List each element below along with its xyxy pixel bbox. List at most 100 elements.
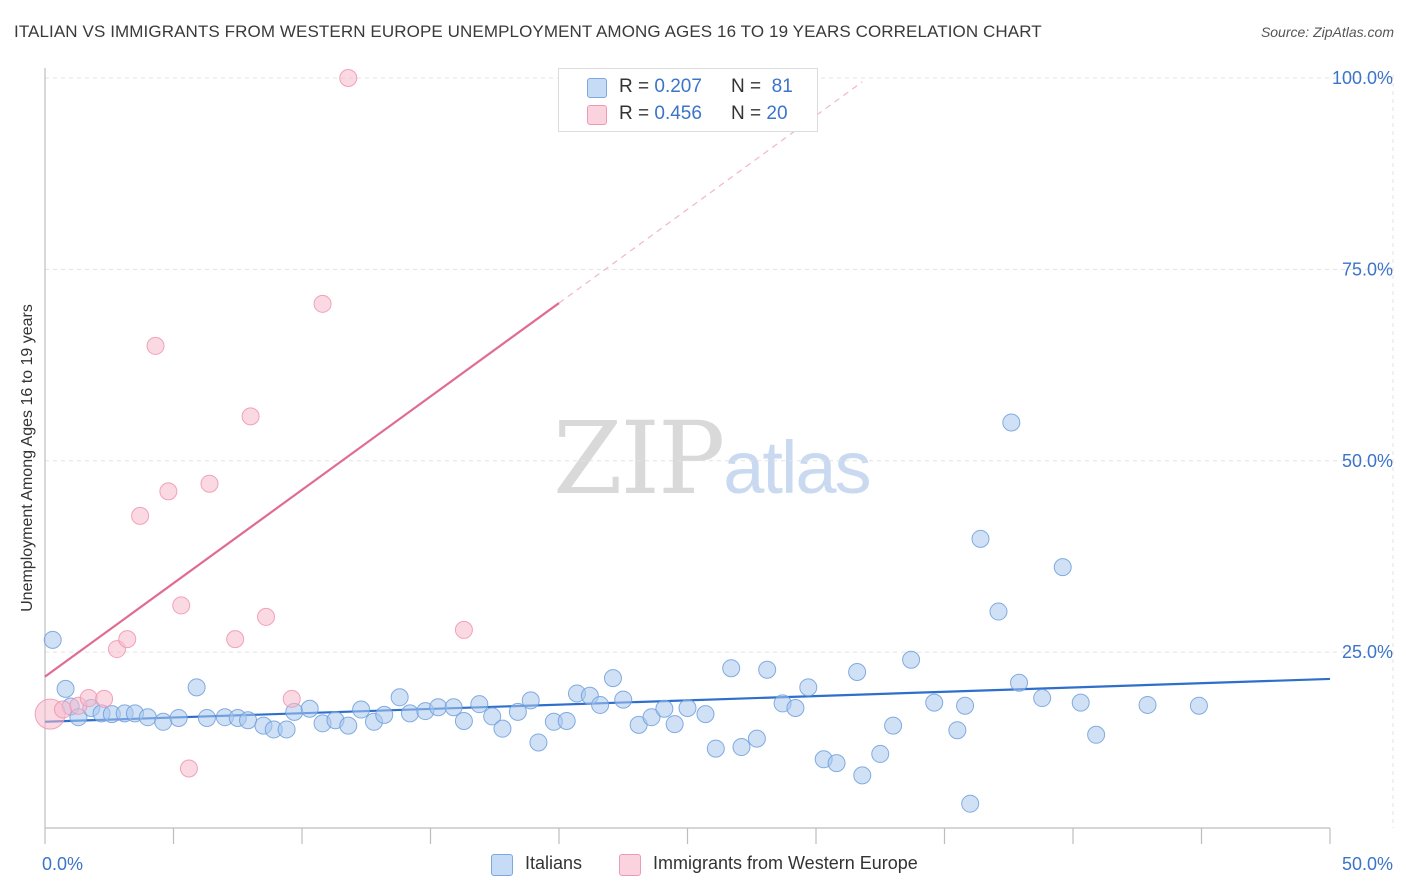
watermark-zip: ZIP	[553, 400, 725, 517]
point-immigrants	[53, 700, 72, 719]
point-italians	[197, 708, 216, 727]
point-italians	[732, 738, 751, 757]
bottom-legend-label: Immigrants from Western Europe	[653, 853, 918, 873]
point-italians	[521, 691, 540, 710]
point-italians	[989, 602, 1008, 621]
point-immigrants	[172, 596, 191, 615]
bottom-legend-immigrants[interactable]: Immigrants from Western Europe	[619, 852, 959, 876]
point-italians	[799, 678, 818, 697]
point-italians	[239, 711, 258, 730]
point-italians	[557, 712, 576, 731]
point-italians	[444, 698, 463, 717]
point-immigrants	[313, 294, 332, 313]
point-italians	[1138, 695, 1157, 714]
point-italians	[758, 660, 777, 679]
x-tick-label-min: 0.0%	[42, 854, 83, 874]
point-italians	[956, 696, 975, 715]
point-italians	[678, 699, 697, 718]
legend-n-label: N =	[731, 103, 762, 124]
point-italians	[352, 700, 371, 719]
point-italians	[614, 690, 633, 709]
bottom-legend-swatch-blue	[491, 854, 513, 876]
point-italians	[1002, 413, 1021, 432]
point-italians	[706, 739, 725, 758]
correlation-legend: R = 0.207 N = 81 R = 0.456 N = 20	[558, 68, 818, 132]
point-italians	[154, 712, 173, 731]
point-italians	[786, 699, 805, 718]
point-italians	[1033, 689, 1052, 708]
point-italians	[722, 659, 741, 678]
point-immigrants	[118, 630, 137, 649]
legend-swatch-blue	[587, 78, 607, 98]
point-italians	[948, 721, 967, 740]
point-italians	[56, 679, 75, 698]
point-italians	[339, 716, 358, 735]
watermark: ZIPatlas	[553, 400, 872, 517]
bottom-legend-label: Italians	[525, 853, 583, 873]
point-italians	[603, 669, 622, 688]
point-italians	[884, 716, 903, 735]
point-italians	[642, 708, 661, 727]
trend-lines	[44, 81, 1331, 723]
point-immigrants	[200, 474, 219, 493]
point-italians	[429, 698, 448, 717]
point-italians	[853, 766, 872, 785]
point-immigrants	[95, 689, 114, 708]
point-immigrants	[241, 407, 260, 426]
legend-r-value: 0.207	[654, 76, 702, 97]
point-italians	[961, 794, 980, 813]
point-italians	[696, 705, 715, 724]
y-tick-labels: 25.0% 50.0% 75.0% 100.0%	[1332, 68, 1393, 662]
point-italians	[665, 715, 684, 734]
point-italians	[747, 729, 766, 748]
point-italians	[138, 708, 157, 727]
y-tick-label: 100.0%	[1332, 68, 1393, 88]
trend-line-immigrants	[44, 302, 560, 678]
legend-r-label: R =	[619, 76, 650, 97]
point-immigrants	[226, 630, 245, 649]
point-italians	[971, 529, 990, 548]
point-immigrants	[339, 69, 358, 87]
point-italians	[43, 630, 62, 649]
source-label[interactable]: Source: ZipAtlas.com	[1260, 24, 1394, 40]
point-italians	[1010, 673, 1029, 692]
point-immigrants	[131, 506, 150, 525]
point-italians	[493, 719, 512, 738]
point-italians	[1071, 693, 1090, 712]
watermark-atlas: atlas	[723, 426, 871, 509]
axes	[44, 68, 1331, 844]
point-italians	[375, 705, 394, 724]
point-italians	[902, 650, 921, 669]
scatter-points	[34, 69, 1208, 813]
chart-title: ITALIAN VS IMMIGRANTS FROM WESTERN EUROP…	[14, 22, 1042, 41]
legend-n-value: 81	[771, 76, 793, 97]
point-immigrants	[257, 607, 276, 626]
point-italians	[300, 699, 319, 718]
point-immigrants	[179, 759, 198, 778]
point-italians	[871, 744, 890, 763]
legend-n-label: N =	[731, 76, 762, 97]
bottom-legend-swatch-pink	[619, 854, 641, 876]
point-italians	[483, 707, 502, 726]
point-italians	[655, 699, 674, 718]
y-tick-label: 75.0%	[1342, 259, 1393, 279]
point-italians	[400, 704, 419, 723]
point-italians	[848, 663, 867, 682]
point-immigrants	[159, 482, 178, 501]
point-italians	[277, 720, 296, 739]
legend-swatch-pink	[587, 105, 607, 125]
legend-r-value: 0.456	[654, 103, 702, 124]
legend-row-italians: R = 0.207 N = 81	[559, 74, 817, 100]
point-italians	[470, 695, 489, 714]
point-immigrants	[282, 689, 301, 708]
x-tick-label-max: 50.0%	[1342, 854, 1393, 874]
point-immigrants	[79, 689, 98, 708]
legend-n-value: 20	[766, 103, 788, 124]
point-italians	[390, 688, 409, 707]
bottom-legend-italians[interactable]: Italians	[491, 852, 611, 876]
point-italians	[454, 712, 473, 731]
point-italians	[827, 754, 846, 773]
y-tick-label: 25.0%	[1342, 642, 1393, 662]
point-italians	[187, 678, 206, 697]
